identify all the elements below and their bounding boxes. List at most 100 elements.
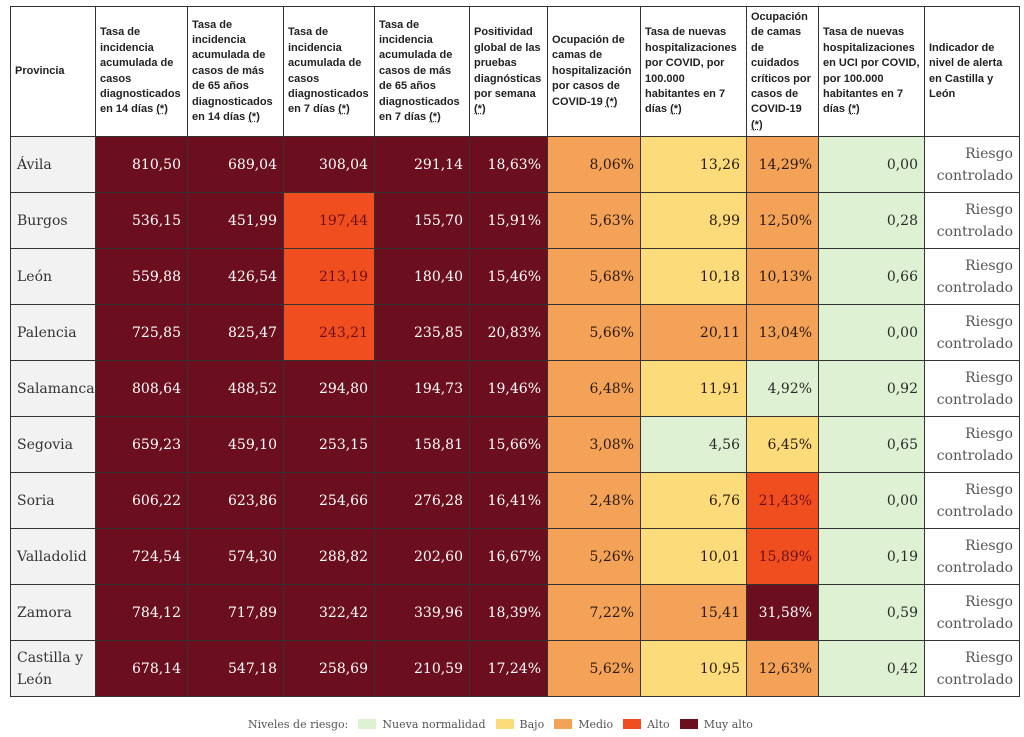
indicator-value-cell: 825,47 (187, 304, 284, 361)
province-cell: León (10, 248, 96, 305)
indicator-value-cell: 19,46% (469, 360, 548, 417)
indicator-value-cell: 10,95 (640, 640, 747, 697)
legend-item-label: Nueva normalidad (382, 717, 486, 731)
column-header: Ocupación de camas de cuidados críticos … (746, 6, 819, 137)
risk-legend: Niveles de riesgo: Nueva normalidad Bajo M… (248, 716, 763, 732)
indicator-value-cell: 0,00 (818, 304, 925, 361)
footnote-link[interactable]: (*) (848, 103, 860, 116)
alert-level-cell: Riesgo controlado (924, 360, 1020, 417)
indicator-value-cell: 339,96 (374, 584, 470, 641)
alert-level-cell: Riesgo controlado (924, 472, 1020, 529)
indicator-value-cell: 12,50% (746, 192, 819, 249)
indicator-value-cell: 10,01 (640, 528, 747, 585)
table-row: Zamora 784,12 717,89 322,42 339,96 18,39% 7,22… (10, 584, 1020, 641)
column-header-text: Provincia (15, 64, 65, 77)
legend-swatch (554, 719, 573, 729)
column-header-text: Ocupación de camas de hospitalización po… (552, 33, 632, 108)
indicator-value-cell: 5,66% (547, 304, 641, 361)
indicator-value-cell: 536,15 (95, 192, 188, 249)
indicator-value-cell: 13,26 (640, 136, 747, 193)
indicator-value-cell: 0,65 (818, 416, 925, 473)
indicator-value-cell: 10,13% (746, 248, 819, 305)
footnote-link[interactable]: (*) (338, 103, 350, 116)
table-row: Palencia 725,85 825,47 243,21 235,85 20,83% 5,… (10, 304, 1020, 361)
indicator-value-cell: 0,28 (818, 192, 925, 249)
indicator-value-cell: 3,08% (547, 416, 641, 473)
footnote-link[interactable]: (*) (474, 103, 486, 116)
indicator-value-cell: 717,89 (187, 584, 284, 641)
legend-item-label: Bajo (519, 717, 545, 731)
indicator-value-cell: 308,04 (283, 136, 375, 193)
indicator-value-cell: 243,21 (283, 304, 375, 361)
indicator-value-cell: 6,76 (640, 472, 747, 529)
footnote-link[interactable]: (*) (248, 111, 260, 124)
footnote-link[interactable]: (*) (429, 111, 441, 124)
legend-item: Alto (623, 718, 670, 731)
indicator-value-cell: 678,14 (95, 640, 188, 697)
indicator-value-cell: 10,18 (640, 248, 747, 305)
indicator-value-cell: 7,22% (547, 584, 641, 641)
column-header-text: Tasa de incidencia acumulada de casos di… (100, 26, 181, 116)
indicator-value-cell: 574,30 (187, 528, 284, 585)
column-header-text: Positividad global de las pruebas diagnó… (474, 26, 542, 100)
indicator-value-cell: 288,82 (283, 528, 375, 585)
indicator-value-cell: 8,99 (640, 192, 747, 249)
indicator-value-cell: 6,48% (547, 360, 641, 417)
legend-swatch (495, 719, 514, 729)
indicator-value-cell: 5,63% (547, 192, 641, 249)
indicator-value-cell: 158,81 (374, 416, 470, 473)
legend-swatch (623, 719, 642, 729)
footnote-link[interactable]: (*) (670, 103, 682, 116)
indicator-value-cell: 13,04% (746, 304, 819, 361)
indicator-value-cell: 15,89% (746, 528, 819, 585)
indicator-value-cell: 202,60 (374, 528, 470, 585)
column-header: Tasa de incidencia acumulada de casos di… (95, 6, 188, 137)
legend-item: Muy alto (679, 717, 753, 731)
indicator-value-cell: 8,06% (547, 136, 641, 193)
column-header: Tasa de incidencia acumulada de casos di… (283, 6, 375, 137)
indicator-value-cell: 15,91% (469, 192, 548, 249)
alert-level-cell: Riesgo controlado (924, 136, 1020, 193)
column-header: Indicador de nivel de alerta en Castilla… (924, 6, 1020, 137)
risk-indicators-table: Provincia Tasa de incidencia acumulada de… (10, 6, 1020, 697)
legend-label: Niveles de riesgo: (248, 717, 349, 731)
province-cell: Castilla y León (10, 640, 96, 697)
legend-item-label: Alto (647, 717, 670, 731)
footnote-link[interactable]: (*) (751, 118, 763, 131)
indicator-value-cell: 488,52 (187, 360, 284, 417)
indicator-value-cell: 235,85 (374, 304, 470, 361)
table-header: Provincia Tasa de incidencia acumulada de… (10, 6, 1020, 137)
column-header: Tasa de incidencia acumulada de casos de… (187, 6, 284, 137)
indicator-value-cell: 5,62% (547, 640, 641, 697)
indicator-value-cell: 15,66% (469, 416, 548, 473)
indicator-value-cell: 31,58% (746, 584, 819, 641)
indicator-value-cell: 254,66 (283, 472, 375, 529)
footnote-link[interactable]: (*) (156, 103, 168, 116)
legend-items: Nueva normalidad Bajo Medio Alto Muy alto (358, 718, 762, 731)
legend-swatch (679, 719, 698, 729)
indicator-value-cell: 291,14 (374, 136, 470, 193)
table-body: Ávila 810,50 689,04 308,04 291,14 18,63% 8,06%… (10, 136, 1020, 697)
indicator-value-cell: 17,24% (469, 640, 548, 697)
header-row: Provincia Tasa de incidencia acumulada de… (10, 6, 1020, 137)
indicator-value-cell: 18,39% (469, 584, 548, 641)
province-cell: Ávila (10, 136, 96, 193)
indicator-value-cell: 784,12 (95, 584, 188, 641)
table-row: Valladolid 724,54 574,30 288,82 202,60 16,67%… (10, 528, 1020, 585)
indicator-value-cell: 276,28 (374, 472, 470, 529)
indicator-value-cell: 12,63% (746, 640, 819, 697)
table-row: Ávila 810,50 689,04 308,04 291,14 18,63% 8,06%… (10, 136, 1020, 193)
column-header: Ocupación de camas de hospitalización po… (547, 6, 641, 137)
column-header-text: Tasa de incidencia acumulada de casos di… (288, 26, 369, 116)
indicator-value-cell: 4,92% (746, 360, 819, 417)
column-header: Tasa de nuevas hospitalizaciones en UCI … (818, 6, 925, 137)
indicator-value-cell: 547,18 (187, 640, 284, 697)
indicator-value-cell: 426,54 (187, 248, 284, 305)
legend-item-label: Muy alto (703, 717, 753, 731)
column-header: Tasa de nuevas hospitalizaciones por COV… (640, 6, 747, 137)
indicator-value-cell: 18,63% (469, 136, 548, 193)
column-header-text: Indicador de nivel de alerta en Castilla… (929, 41, 1003, 100)
alert-level-cell: Riesgo controlado (924, 528, 1020, 585)
province-cell: Valladolid (10, 528, 96, 585)
footnote-link[interactable]: (*) (605, 95, 618, 108)
